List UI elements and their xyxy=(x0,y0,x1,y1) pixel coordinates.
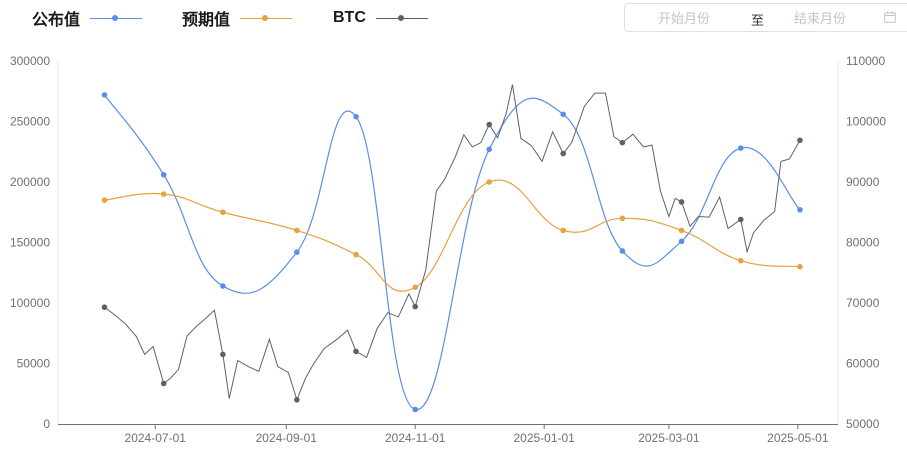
legend-swatch-published xyxy=(90,12,143,24)
x-tick-label: 2025-03-01 xyxy=(638,431,700,445)
data-point-expected[interactable] xyxy=(619,215,626,222)
y-left-tick-label: 100000 xyxy=(10,296,50,310)
data-point-btc[interactable] xyxy=(678,199,685,205)
y-right-tick-label: 90000 xyxy=(846,175,880,189)
data-point-btc[interactable] xyxy=(737,216,744,223)
x-tick-label: 2024-11-01 xyxy=(385,431,446,445)
data-point-expected[interactable] xyxy=(294,227,300,234)
data-point-expected[interactable] xyxy=(797,263,803,270)
y-left-tick-label: 50000 xyxy=(17,357,51,371)
legend-swatch-expected xyxy=(240,12,293,24)
y-right-tick-label: 70000 xyxy=(846,296,880,310)
series-line-published xyxy=(104,94,801,411)
data-point-btc[interactable] xyxy=(220,351,226,358)
data-point-btc[interactable] xyxy=(560,150,567,157)
y-left-tick-label: 300000 xyxy=(10,54,50,68)
x-tick-label: 2025-01-01 xyxy=(513,431,575,445)
data-point-published[interactable] xyxy=(101,92,108,98)
series-layer xyxy=(101,84,803,413)
data-point-published[interactable] xyxy=(220,283,226,289)
series-line-btc xyxy=(104,84,801,402)
data-point-published[interactable] xyxy=(678,238,685,245)
y-right-tick-label: 60000 xyxy=(846,357,880,371)
month-range-picker[interactable]: 至 xyxy=(624,3,907,32)
x-tick-label: 2025-05-01 xyxy=(767,431,829,445)
data-point-expected[interactable] xyxy=(678,227,685,234)
end-month-input[interactable] xyxy=(775,10,865,26)
legend-label-published: 公布值 xyxy=(32,12,81,29)
legend-item-btc[interactable]: BTC xyxy=(333,4,428,32)
data-point-published[interactable] xyxy=(737,145,744,151)
data-point-btc[interactable] xyxy=(294,397,300,403)
legend-item-expected[interactable]: 预期值 xyxy=(182,4,293,32)
data-point-btc[interactable] xyxy=(353,348,359,355)
data-point-published[interactable] xyxy=(619,248,626,254)
data-point-published[interactable] xyxy=(560,111,567,118)
data-point-expected[interactable] xyxy=(220,209,226,216)
range-separator: 至 xyxy=(751,13,765,28)
data-point-published[interactable] xyxy=(797,207,803,213)
series-line-expected xyxy=(104,179,801,292)
data-point-published[interactable] xyxy=(353,113,359,120)
data-point-expected[interactable] xyxy=(560,227,567,234)
data-point-expected[interactable] xyxy=(101,197,108,203)
legend-swatch-btc xyxy=(375,12,428,24)
data-point-btc[interactable] xyxy=(101,304,108,311)
data-point-btc[interactable] xyxy=(619,139,626,146)
data-point-btc[interactable] xyxy=(412,303,419,310)
legend-label-expected: 预期值 xyxy=(182,12,231,29)
y-left-tick-label: 150000 xyxy=(10,236,50,250)
data-point-published[interactable] xyxy=(294,249,300,255)
data-point-btc[interactable] xyxy=(486,121,493,128)
data-point-expected[interactable] xyxy=(353,251,359,258)
data-point-published[interactable] xyxy=(160,171,167,178)
y-right-tick-label: 110000 xyxy=(846,54,885,68)
legend-label-btc: BTC xyxy=(333,9,366,26)
y-right-tick-label: 100000 xyxy=(846,115,886,129)
data-point-expected[interactable] xyxy=(412,284,419,291)
y-left-tick-label: 250000 xyxy=(10,115,50,129)
y-left-tick-label: 0 xyxy=(43,417,50,431)
y-right-tick-label: 50000 xyxy=(846,417,880,431)
y-left-tick-label: 200000 xyxy=(10,175,50,189)
data-point-expected[interactable] xyxy=(486,179,493,185)
axes: 0 50000 100000 150000 200000 250000 300000 5000… xyxy=(10,54,886,445)
start-month-input[interactable] xyxy=(639,10,729,26)
x-tick-label: 2024-09-01 xyxy=(256,431,318,445)
data-point-expected[interactable] xyxy=(160,191,167,197)
data-point-expected[interactable] xyxy=(737,257,744,264)
y-right-tick-label: 80000 xyxy=(846,236,880,250)
data-point-published[interactable] xyxy=(412,406,419,413)
data-point-btc[interactable] xyxy=(797,137,803,144)
data-point-published[interactable] xyxy=(486,146,493,153)
x-tick-label: 2024-07-01 xyxy=(125,431,187,445)
legend-item-published[interactable]: 公布值 xyxy=(32,4,143,32)
data-point-btc[interactable] xyxy=(160,380,167,387)
calendar-icon[interactable] xyxy=(884,11,896,23)
